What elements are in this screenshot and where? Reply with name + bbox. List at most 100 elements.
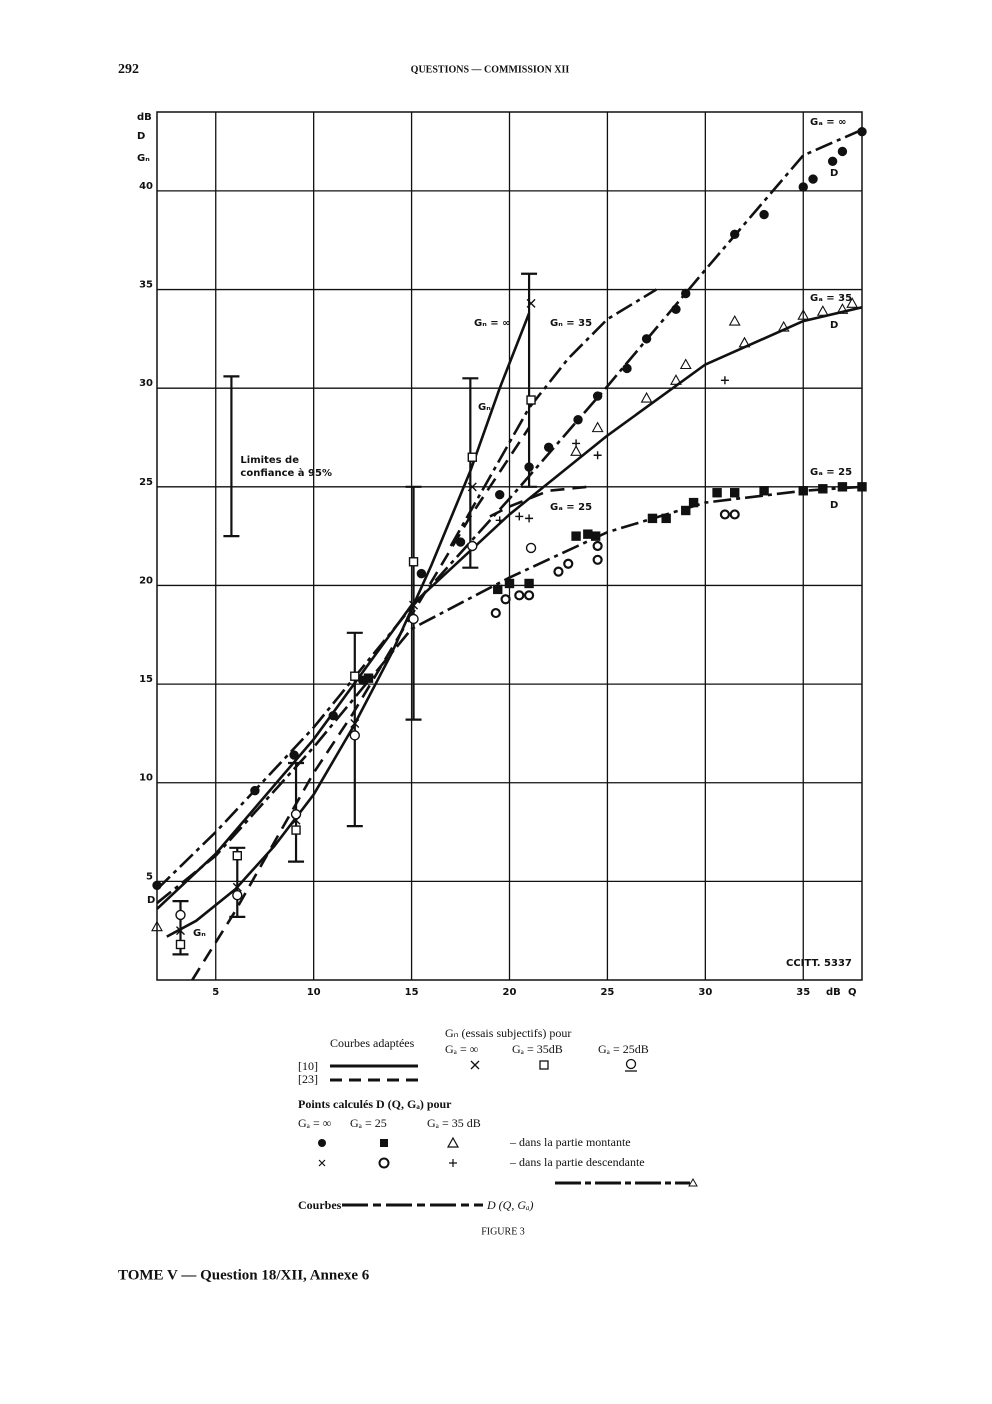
annotation: D	[147, 895, 155, 906]
legend-symbol	[449, 1159, 457, 1167]
annotation: Gₙ = ∞	[474, 318, 510, 329]
point	[515, 512, 524, 521]
legend-symbol	[688, 1177, 698, 1187]
annotation: Gₐ = 25	[810, 467, 852, 478]
y-axis-label: Gₙ	[137, 153, 150, 164]
point	[571, 531, 581, 541]
x-tick-label: 20	[503, 987, 517, 998]
legend-column: Gₐ = 25dB	[598, 1042, 649, 1056]
point	[730, 488, 740, 498]
annotation: D	[830, 500, 838, 511]
point	[688, 497, 699, 508]
point	[289, 750, 299, 760]
point	[670, 374, 682, 385]
point	[563, 558, 574, 569]
legend-symbol	[318, 1139, 326, 1147]
point	[467, 452, 477, 462]
legend-column: Gₐ = 35dB	[512, 1042, 563, 1056]
point	[797, 309, 810, 320]
x-tick-label: 30	[698, 987, 712, 998]
point	[857, 482, 867, 492]
page-number: 292	[118, 62, 139, 77]
point	[455, 537, 466, 547]
legend-title: Points calculés D (Q, Gₐ) pour	[298, 1097, 452, 1111]
point	[291, 825, 301, 835]
confidence-bar	[223, 375, 240, 538]
legend-symbol	[380, 1139, 388, 1147]
point	[681, 288, 691, 299]
annotation: Gₐ = 25	[550, 502, 592, 513]
point	[816, 305, 829, 316]
running-title: QUESTIONS — COMMISSION XII	[411, 64, 570, 75]
point	[720, 376, 729, 385]
legend-symbol	[625, 1058, 637, 1070]
legend-row: – dans la partie montante	[509, 1135, 631, 1149]
point	[640, 391, 653, 403]
y-tick-label: 15	[139, 674, 153, 685]
point	[232, 851, 242, 861]
error-bar	[346, 631, 363, 828]
point	[467, 482, 477, 492]
point	[798, 182, 808, 192]
point	[514, 590, 525, 601]
point	[592, 554, 603, 565]
legend-title: Gₙ (essais subjectifs) pour	[445, 1026, 571, 1040]
point	[409, 600, 419, 610]
legend-row: – dans la partie descendante	[509, 1155, 645, 1169]
legend-symbol	[539, 1060, 549, 1070]
point	[495, 516, 504, 525]
figure-caption: FIGURE 3	[481, 1226, 525, 1237]
footer: TOME V — Question 18/XII, Annexe 6	[118, 1267, 370, 1283]
point	[719, 509, 731, 520]
annotation: CCITT. 5337	[786, 958, 852, 969]
confidence-label: Limites de	[240, 455, 299, 466]
point	[572, 439, 581, 448]
error-bar	[405, 485, 422, 721]
point	[837, 482, 848, 492]
chart: 5 10 15 20 25 30 35 40 5 10 15 20 25 30 35 dB D Gₙ dB Q Limi…	[137, 111, 867, 998]
point	[846, 297, 859, 308]
point	[416, 568, 427, 579]
point	[808, 174, 818, 184]
annotation: D	[830, 320, 838, 331]
y-tick-label: 35	[139, 280, 153, 291]
legend-column: Gₐ = ∞	[445, 1042, 478, 1056]
point	[679, 358, 692, 370]
point	[730, 229, 740, 240]
point	[671, 304, 681, 314]
point	[152, 880, 162, 891]
point	[291, 815, 301, 825]
point	[495, 490, 505, 500]
x-tick-label: 35	[796, 987, 810, 998]
point	[408, 613, 419, 625]
point	[525, 542, 537, 554]
point	[350, 671, 360, 681]
point	[524, 462, 534, 472]
curve	[449, 288, 658, 547]
annotation: Gₐ = ∞	[810, 117, 846, 128]
point	[759, 486, 769, 496]
point	[729, 509, 740, 520]
y-axis-label: dB	[137, 112, 152, 123]
point	[526, 298, 536, 308]
x-tick-label: 25	[600, 987, 614, 998]
point	[622, 363, 632, 374]
y-tick-label: 40	[139, 181, 153, 192]
x-tick-label: 5	[212, 987, 219, 998]
point	[250, 785, 260, 796]
legend-symbol	[318, 1159, 326, 1167]
legend-symbol	[378, 1157, 390, 1169]
y-tick-label: 25	[139, 477, 153, 488]
point	[523, 590, 535, 601]
point	[641, 334, 652, 344]
curve	[156, 128, 863, 891]
legend-column: Gₐ = 35 dB	[427, 1116, 481, 1130]
legend-symbol	[470, 1060, 480, 1070]
legend-label: D (Q, Gₐ)	[486, 1198, 534, 1212]
point	[573, 415, 583, 425]
point	[526, 395, 536, 405]
y-tick-label: 10	[139, 773, 153, 784]
point	[328, 710, 338, 721]
y-tick-label: 20	[139, 575, 153, 586]
curve	[191, 426, 531, 981]
